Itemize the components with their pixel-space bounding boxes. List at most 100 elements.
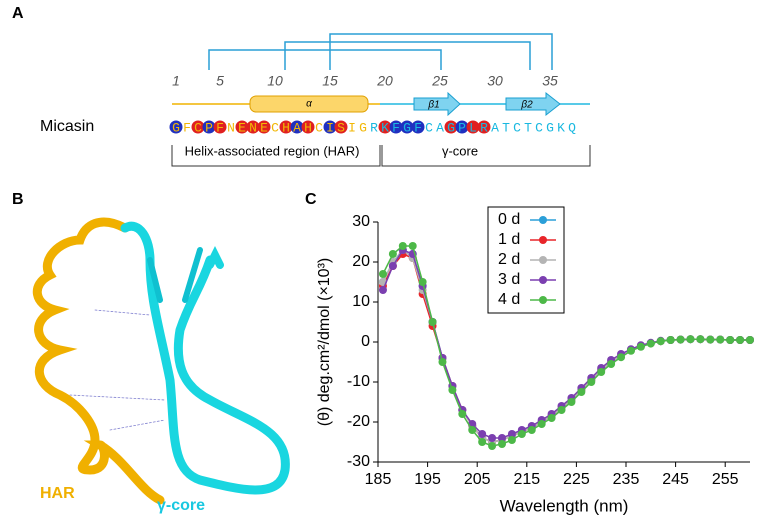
data-point (666, 336, 675, 344)
residue: C (535, 120, 543, 135)
data-point (488, 442, 497, 450)
legend-label: 0 d (498, 211, 520, 228)
residue-circle (466, 120, 480, 134)
data-point (378, 286, 387, 294)
residue: G (403, 120, 411, 135)
ruler-label: 30 (487, 73, 503, 89)
residue-circle (301, 120, 315, 134)
residue: N (249, 120, 257, 135)
y-tick-label: -30 (347, 453, 370, 470)
series-line (382, 253, 750, 443)
data-point (716, 335, 725, 344)
legend-label: 3 d (498, 271, 520, 288)
residue-circle (191, 120, 205, 134)
residue-circle (323, 120, 337, 134)
residue: T (502, 120, 510, 135)
x-axis-label: Wavelength (nm) (500, 496, 629, 515)
ruler-label: 1 (172, 73, 180, 89)
disulfide-brackets (208, 33, 553, 70)
data-point (428, 318, 437, 326)
data-point (706, 335, 715, 344)
data-point (507, 436, 516, 444)
residue-circle (477, 120, 491, 134)
residue: A (491, 120, 499, 135)
residue: F (392, 120, 400, 135)
panel-label: B (12, 191, 24, 208)
legend-label: 4 d (498, 291, 520, 308)
x-tick-label: 235 (613, 471, 640, 488)
residue-circle (169, 120, 183, 134)
residue: P (458, 120, 466, 135)
legend-marker (539, 296, 547, 304)
residue-circle (411, 120, 425, 134)
region-bracket (171, 145, 381, 167)
data-point (646, 339, 655, 348)
ruler-label: 35 (542, 73, 558, 89)
ruler-label: 5 (216, 73, 224, 89)
region-label: γ-core (157, 497, 205, 514)
residue: L (469, 120, 477, 135)
x-tick-label: 205 (464, 471, 491, 488)
residue-circle (279, 120, 293, 134)
residue: G (359, 120, 367, 135)
data-point (626, 346, 635, 355)
residue: I (348, 120, 356, 135)
data-point (597, 368, 606, 376)
ruler-label: 20 (376, 73, 393, 89)
residue: C (194, 120, 202, 135)
residue: S (337, 120, 345, 135)
data-point (488, 434, 497, 442)
data-point (696, 335, 705, 344)
x-tick-label: 245 (662, 471, 689, 488)
legend-label: 1 d (498, 231, 520, 248)
strand-label: β2 (520, 100, 533, 111)
data-point (458, 410, 467, 418)
data-point (636, 342, 645, 351)
legend-label: 2 d (498, 251, 520, 268)
residue-circle (257, 120, 271, 134)
residue: G (172, 120, 180, 135)
data-point (537, 420, 546, 428)
y-tick-label: -10 (347, 373, 370, 390)
residue-circle (290, 120, 304, 134)
data-point (587, 378, 596, 386)
data-point (498, 440, 506, 448)
data-point (468, 426, 477, 434)
residue-circle (455, 120, 469, 134)
x-tick-label: 215 (513, 471, 540, 488)
residue-circle (400, 120, 414, 134)
residue: T (524, 120, 532, 135)
data-point (557, 406, 566, 414)
helix (249, 95, 369, 113)
residue: A (436, 120, 444, 135)
residue: K (381, 120, 389, 135)
x-tick-label: 185 (365, 471, 392, 488)
residue: C (271, 120, 279, 135)
panel-label: A (12, 5, 24, 22)
data-point (577, 388, 586, 396)
y-tick-label: 0 (361, 333, 370, 350)
region-label: Helix-associated region (HAR) (185, 143, 360, 158)
residue: R (480, 120, 488, 135)
series-line (382, 245, 750, 447)
residue: G (546, 120, 554, 135)
data-point (478, 430, 487, 438)
residue: N (227, 120, 235, 135)
region-bracket (381, 145, 591, 167)
residue: H (304, 120, 312, 135)
data-point (736, 336, 745, 344)
residue: E (260, 120, 268, 135)
residue: A (293, 120, 301, 135)
helix-label: α (306, 99, 312, 110)
data-point (408, 242, 417, 250)
y-tick-label: 20 (352, 253, 370, 270)
x-tick-label: 195 (414, 471, 441, 488)
strand (505, 91, 561, 117)
ruler-label: 15 (322, 73, 338, 89)
residue-circle (213, 120, 227, 134)
residue: H (282, 120, 290, 135)
residue-circle (444, 120, 458, 134)
data-point (378, 270, 387, 278)
data-point (388, 250, 397, 258)
